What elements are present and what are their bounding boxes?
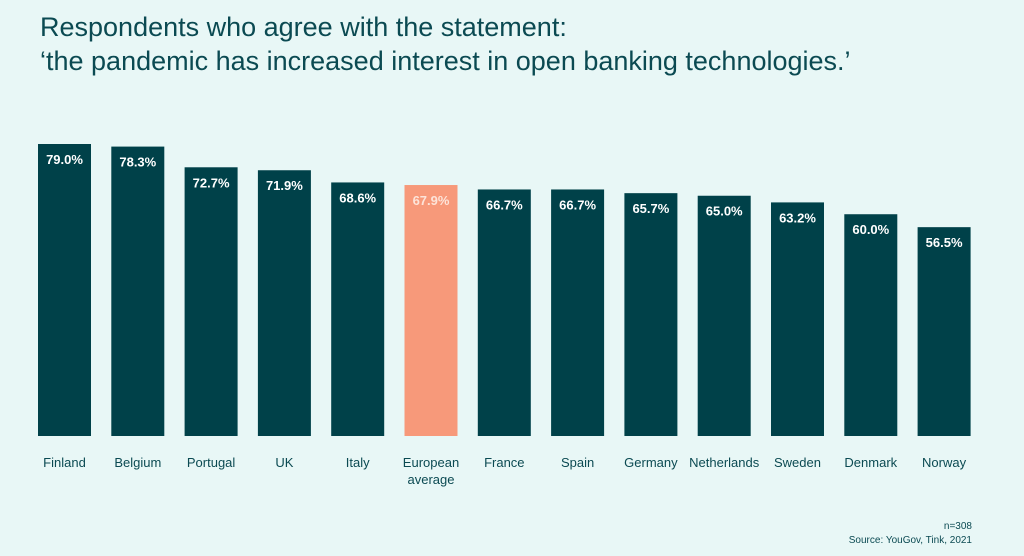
category-label: Belgium [114,455,161,470]
bar-france [477,189,531,436]
category-label: European average [403,455,459,487]
data-label: 65.0% [706,204,743,219]
bar-uk [257,170,311,436]
data-label: 65.7% [632,201,669,216]
bar-netherlands [697,195,751,436]
category-label: UK [275,455,293,470]
category-label: Norway [922,455,967,470]
sample-size: n=308 [943,521,972,532]
data-label: 68.6% [339,190,376,205]
category-label: Netherlands [689,455,760,470]
chart-footer: n=308 Source: YouGov, Tink, 2021 [849,520,972,548]
source-note: Source: YouGov, Tink, 2021 [848,535,972,546]
data-label: 78.3% [119,155,156,170]
data-label: 79.0% [46,152,83,167]
chart-title-line-1: Respondents who agree with the statement… [40,12,567,42]
category-label: Germany [624,455,678,470]
data-label: 66.7% [559,197,596,212]
category-label: Portugal [187,455,236,470]
category-label: Spain [561,455,594,470]
data-label: 63.2% [779,210,816,225]
category-label: Sweden [774,455,821,470]
bar-spain [551,189,605,436]
category-label: France [484,455,524,470]
category-label: Italy [346,455,370,470]
category-label: Denmark [844,455,897,470]
data-label: 60.0% [852,222,889,237]
bar-portugal [184,167,238,436]
bar-italy [331,182,385,436]
bar-sweden [771,202,824,436]
data-label: 56.5% [926,235,963,250]
bar-european-average [404,185,458,436]
data-label: 72.7% [193,175,230,190]
data-label: 71.9% [266,178,303,193]
category-label: Finland [43,455,86,470]
bar-belgium [111,146,165,436]
data-label: 67.9% [413,193,450,208]
bar-finland [38,144,91,436]
bar-norway [917,227,971,436]
bar-germany [624,193,678,436]
bar-denmark [844,214,898,436]
data-label: 66.7% [486,197,523,212]
chart-title-line-2: ‘the pandemic has increased interest in … [40,46,851,76]
chart-title: Respondents who agree with the statement… [40,10,851,78]
